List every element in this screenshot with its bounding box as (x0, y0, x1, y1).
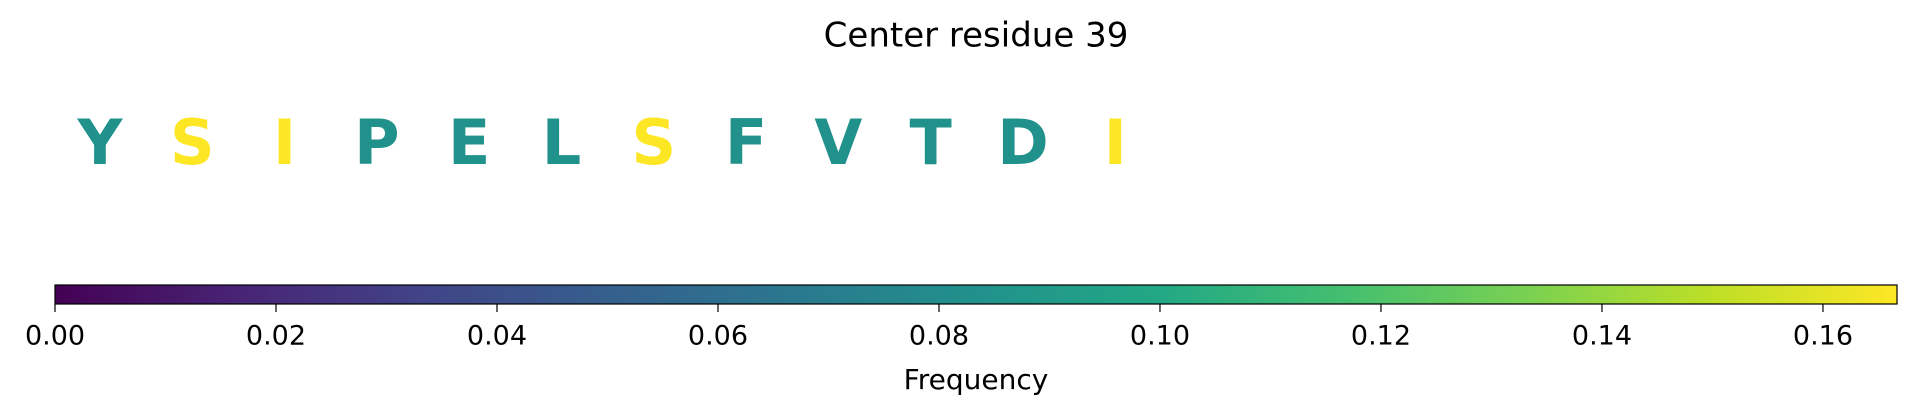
colorbar-label: Frequency (904, 363, 1049, 396)
residue-letter: E (448, 106, 490, 179)
tick-label: 0.12 (1351, 321, 1411, 352)
residue-letter: S (170, 106, 215, 179)
residue-letter: L (542, 106, 582, 179)
residue-letter: P (354, 106, 399, 179)
tick-label: 0.02 (246, 321, 306, 352)
residue-letter: T (910, 106, 952, 179)
residue-letter: V (814, 106, 862, 179)
tick-label: 0.06 (688, 321, 748, 352)
residue-letter: I (1104, 106, 1127, 179)
chart-title: Center residue 39 (824, 16, 1129, 56)
colorbar (54, 284, 1898, 305)
tick-label: 0.04 (467, 321, 527, 352)
residue-letter: F (725, 106, 767, 179)
tick-label: 0.00 (25, 321, 85, 352)
residue-letter: S (631, 106, 676, 179)
residue-letter: D (997, 106, 1048, 179)
tick-label: 0.14 (1572, 321, 1632, 352)
tick-label: 0.10 (1130, 321, 1190, 352)
residue-letter: I (273, 106, 296, 179)
residue-letter: Y (77, 106, 124, 179)
tick-label: 0.08 (909, 321, 969, 352)
tick-label: 0.16 (1793, 321, 1853, 352)
